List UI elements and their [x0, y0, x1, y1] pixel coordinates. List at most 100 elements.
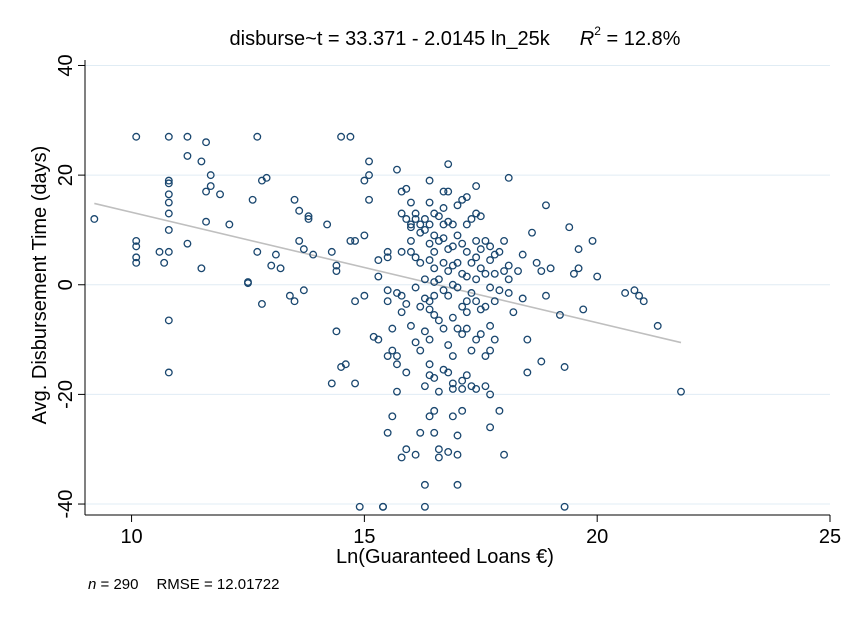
data-point — [453, 283, 462, 292]
data-point — [253, 247, 262, 256]
data-point — [374, 335, 383, 344]
data-point — [458, 239, 467, 248]
data-point — [402, 215, 411, 223]
data-point — [420, 480, 429, 489]
data-point — [379, 502, 387, 511]
data-point — [430, 406, 439, 415]
data-point — [495, 247, 504, 256]
data-point — [430, 264, 439, 273]
chart-title-r2-exponent: 2 — [594, 24, 601, 38]
data-point — [416, 302, 425, 311]
data-point — [579, 305, 588, 314]
data-point — [434, 212, 443, 221]
data-point — [425, 335, 434, 344]
data-point — [434, 387, 443, 396]
data-point — [504, 275, 513, 284]
data-point — [486, 321, 495, 330]
footnote-rmse: RMSE = 12.01722 — [156, 576, 279, 593]
data-point — [500, 267, 509, 276]
data-point — [472, 236, 481, 245]
data-point — [341, 360, 350, 369]
data-point — [393, 352, 401, 360]
data-point — [444, 160, 453, 169]
chart-footnote: n = 290 RMSE = 12.01722 — [88, 576, 279, 593]
data-point — [383, 352, 392, 360]
data-point — [472, 253, 481, 262]
data-point — [504, 261, 513, 270]
data-point — [448, 220, 457, 229]
data-point — [327, 247, 336, 256]
data-point — [164, 209, 173, 218]
data-point — [253, 132, 262, 141]
data-point — [155, 247, 164, 256]
data-point — [560, 363, 569, 371]
x-tick-label: 10 — [120, 526, 142, 548]
data-point — [486, 423, 495, 432]
data-point — [425, 198, 434, 207]
data-point — [467, 346, 476, 355]
data-point — [248, 195, 257, 204]
data-point — [495, 286, 504, 295]
data-point — [635, 291, 644, 300]
data-point — [406, 220, 415, 229]
data-point — [486, 242, 495, 251]
data-point — [416, 258, 425, 267]
data-point — [202, 217, 211, 226]
data-point — [393, 165, 401, 174]
data-point — [481, 382, 490, 391]
chart-title-r2-value: = 12.8% — [601, 28, 681, 50]
data-point — [164, 190, 173, 199]
data-point — [388, 346, 397, 355]
data-point — [444, 291, 453, 300]
data-point — [476, 245, 485, 254]
data-point — [462, 297, 471, 306]
data-point — [509, 308, 518, 317]
data-point — [462, 193, 471, 201]
data-point — [486, 390, 495, 399]
data-point — [542, 291, 550, 300]
data-point — [486, 346, 495, 355]
data-point — [365, 195, 373, 204]
data-point — [514, 267, 522, 276]
fit-line-group — [94, 202, 682, 344]
data-point — [132, 242, 141, 251]
data-point — [490, 269, 499, 278]
data-point — [439, 365, 448, 374]
data-point — [486, 256, 495, 265]
data-point — [560, 502, 569, 511]
x-tick-label: 25 — [819, 526, 841, 548]
data-point — [383, 428, 392, 437]
data-point — [448, 379, 457, 388]
data-point — [332, 267, 341, 276]
data-point — [164, 198, 173, 207]
data-point — [425, 371, 434, 380]
data-point — [402, 299, 411, 308]
data-point — [197, 264, 206, 273]
data-point — [537, 357, 546, 366]
data-point — [299, 245, 308, 254]
data-point — [160, 258, 169, 267]
data-point — [90, 215, 99, 223]
data-point — [304, 215, 313, 223]
data-point — [374, 256, 383, 265]
data-point — [537, 267, 546, 276]
data-point — [355, 502, 364, 511]
data-point — [276, 264, 285, 273]
footnote-n-label: n — [88, 576, 96, 593]
data-point — [467, 215, 476, 223]
data-point — [425, 297, 434, 306]
data-point — [518, 294, 527, 303]
data-point — [439, 234, 448, 243]
data-point — [323, 220, 332, 229]
data-point — [481, 236, 490, 245]
data-point — [420, 502, 429, 511]
data-point — [360, 231, 369, 240]
data-point — [444, 448, 453, 456]
data-point — [397, 209, 406, 218]
data-point — [257, 299, 266, 308]
data-point — [402, 445, 411, 454]
data-point — [351, 379, 360, 388]
y-tick-label: 20 — [55, 164, 77, 186]
data-point — [518, 250, 527, 259]
